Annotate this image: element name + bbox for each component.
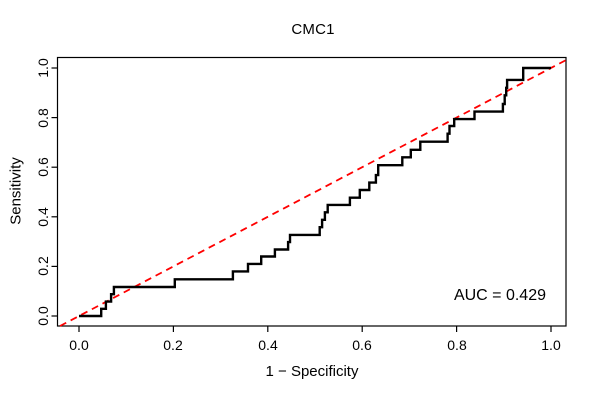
y-tick-label-1: 0.2 — [35, 256, 51, 276]
x-axis-label: 1 − Specificity — [265, 363, 359, 380]
auc-value-text: AUC = 0.429 — [453, 287, 546, 304]
x-tick-label-1: 0.2 — [163, 337, 183, 353]
plot-layer — [51, 56, 567, 332]
y-tick-label-5: 1.0 — [35, 58, 51, 78]
y-tick-label-0: 0.0 — [35, 306, 51, 326]
roc-curve-line — [79, 66, 551, 318]
x-tick-label-0: 0.0 — [69, 337, 89, 353]
y-axis-label: Sensitivity — [7, 157, 25, 225]
x-tick-label-5: 1.0 — [541, 337, 561, 353]
y-tick-label-4: 0.8 — [35, 108, 51, 128]
page-title: CMC1 — [291, 21, 335, 38]
x-tick-label-3: 0.6 — [352, 337, 372, 353]
x-tick-label-2: 0.4 — [258, 337, 278, 353]
y-tick-label-3: 0.6 — [35, 157, 51, 177]
x-tick-label-4: 0.8 — [447, 337, 467, 353]
y-tick-label-2: 0.4 — [35, 207, 51, 227]
plot-frame — [56, 56, 567, 327]
